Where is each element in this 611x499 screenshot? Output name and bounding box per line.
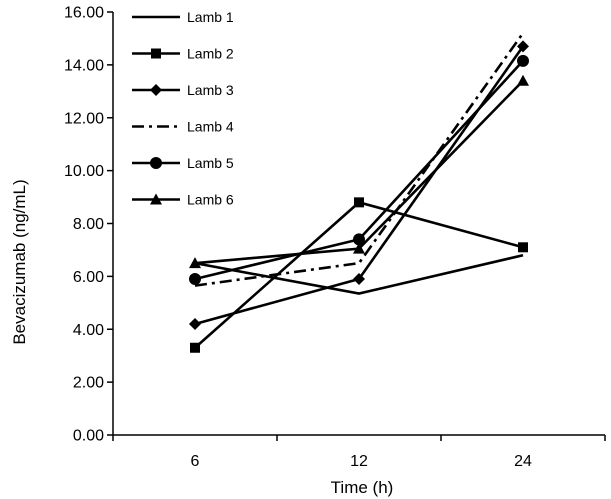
legend-label: Lamb 2 <box>187 46 234 62</box>
series-layer <box>189 32 529 353</box>
data-point <box>353 233 365 246</box>
legend: Lamb 1 Lamb 2 Lamb 3 Lamb 4 Lamb 5 Lamb 6 <box>132 9 234 208</box>
legend-item: Lamb 3 <box>132 82 234 98</box>
series-5 <box>189 54 529 286</box>
legend-label: Lamb 6 <box>187 192 234 208</box>
data-point <box>190 342 200 353</box>
y-ticks: 0.00 2.00 4.00 6.00 8.00 10.00 12.00 14.00 16.00 <box>64 5 113 445</box>
series-6 <box>189 74 529 269</box>
y-axis-label: Bevacizumab (ng/mL) <box>10 179 29 344</box>
legend-marker <box>150 193 162 205</box>
y-tick-label: 6.00 <box>73 269 104 286</box>
legend-item: Lamb 1 <box>132 9 234 25</box>
legend-label: Lamb 5 <box>187 155 234 171</box>
y-tick-label: 8.00 <box>73 216 104 233</box>
y-tick-label: 16.00 <box>64 5 104 22</box>
x-ticks: 6 12 24 <box>112 435 606 470</box>
legend-item: Lamb 6 <box>132 192 234 208</box>
series-line <box>194 32 525 287</box>
x-tick-label: 24 <box>514 453 532 470</box>
data-point <box>517 40 529 53</box>
data-point <box>518 242 528 253</box>
y-tick-label: 0.00 <box>73 428 104 445</box>
series-2 <box>190 197 528 353</box>
data-point <box>354 197 364 208</box>
x-tick-label: 6 <box>191 453 200 470</box>
y-tick-label: 2.00 <box>73 375 104 392</box>
axes <box>112 12 605 436</box>
legend-marker <box>150 84 162 96</box>
legend-item: Lamb 2 <box>132 46 234 62</box>
series-1 <box>194 253 524 295</box>
data-point <box>189 317 201 330</box>
x-tick-label: 12 <box>350 453 368 470</box>
y-tick-label: 4.00 <box>73 322 104 339</box>
series-4 <box>194 32 525 287</box>
x-axis-label: Time (h) <box>331 478 394 497</box>
data-point <box>353 242 365 254</box>
y-tick-label: 14.00 <box>64 57 104 74</box>
legend-marker <box>150 157 162 169</box>
legend-label: Lamb 1 <box>187 9 234 25</box>
series-line <box>194 253 524 295</box>
legend-marker <box>151 48 161 59</box>
data-point <box>517 74 529 86</box>
y-tick-label: 10.00 <box>64 163 104 180</box>
data-point <box>353 273 365 286</box>
data-point <box>189 273 201 286</box>
data-point <box>517 54 529 67</box>
legend-item: Lamb 4 <box>132 119 234 135</box>
legend-label: Lamb 3 <box>187 82 234 98</box>
y-tick-label: 12.00 <box>64 110 104 127</box>
series-3 <box>189 40 529 330</box>
legend-label: Lamb 4 <box>187 119 234 135</box>
data-point <box>189 257 201 269</box>
legend-item: Lamb 5 <box>132 155 234 171</box>
